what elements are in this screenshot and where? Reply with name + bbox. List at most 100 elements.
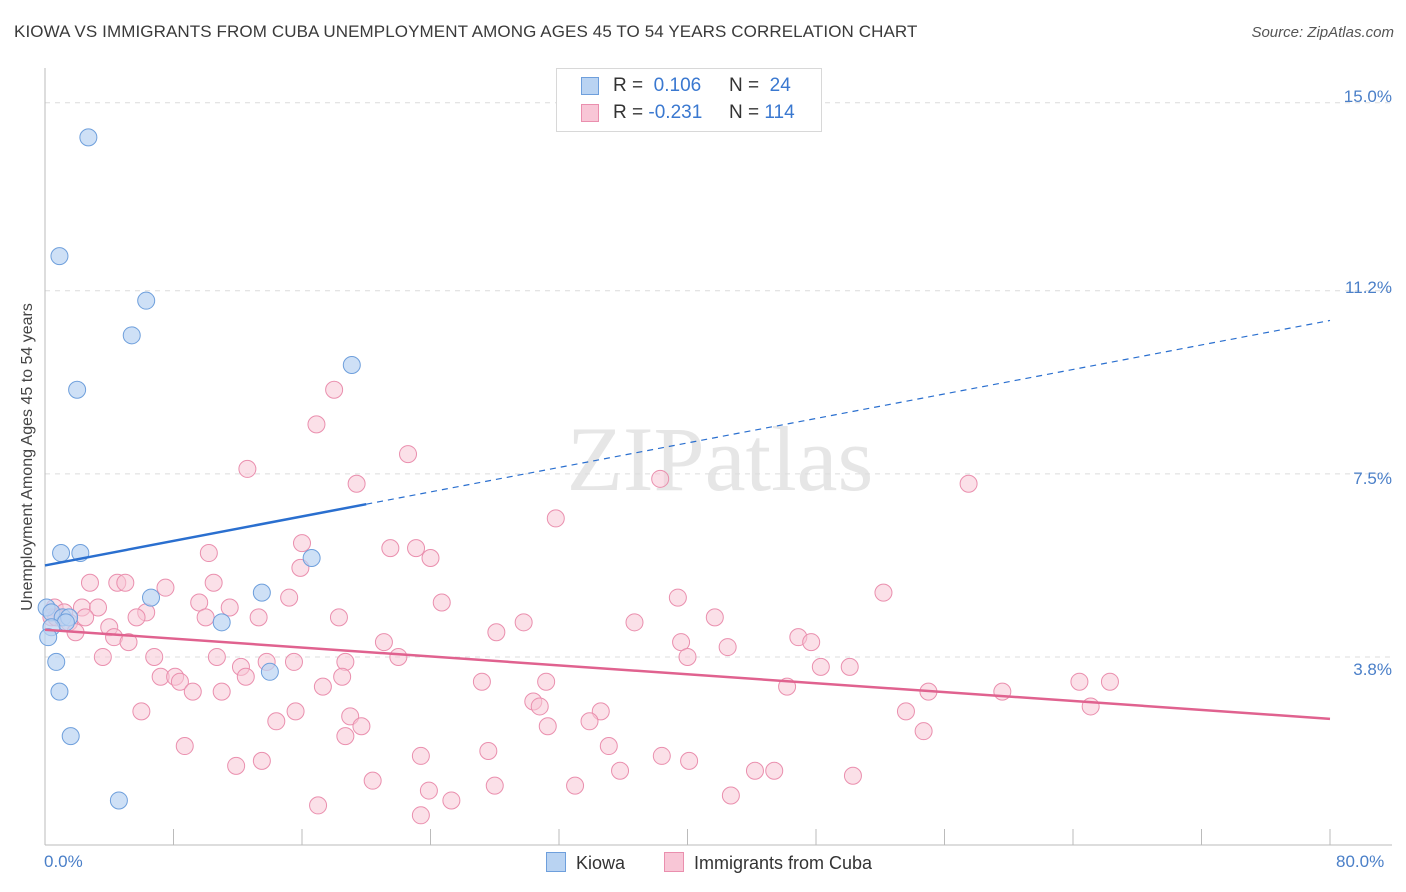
cuba-point-39 (705, 608, 724, 627)
cuba-point-61 (840, 657, 859, 676)
cuba-point-107 (721, 786, 740, 805)
cuba-point-99 (611, 761, 630, 780)
cuba-point-10 (407, 539, 426, 558)
cuba-point-38 (625, 613, 644, 632)
kiowa-point-9 (252, 583, 271, 602)
cuba-point-21 (190, 593, 209, 612)
cuba-point-19 (874, 583, 893, 602)
cuba-point-46 (119, 633, 138, 652)
kiowa-point-21 (50, 682, 69, 701)
cuba-point-47 (374, 633, 393, 652)
legend-row-cuba: R = -0.231 N = 114 (557, 100, 821, 126)
cuba-point-102 (843, 766, 862, 785)
cuba-point-68 (537, 672, 556, 691)
y-axis-label: Unemployment Among Ages 45 to 54 years (19, 303, 36, 611)
cuba-point-105 (566, 776, 585, 795)
cuba-point-36 (329, 608, 348, 627)
legend-n-cuba: N = 114 (729, 102, 795, 123)
cuba-point-80 (132, 702, 151, 721)
cuba-point-83 (896, 702, 915, 721)
legend-swatch-kiowa (581, 77, 599, 95)
cuba-point-106 (419, 781, 438, 800)
cuba-point-1 (307, 415, 326, 434)
cuba-point-34 (196, 608, 215, 627)
cuba-point-51 (678, 647, 697, 666)
bottom-legend-kiowa: Kiowa (546, 852, 625, 874)
cuba-point-49 (718, 638, 737, 657)
cuba-point-87 (352, 717, 371, 736)
cuba-point-78 (530, 697, 549, 716)
cuba-point-48 (672, 633, 691, 652)
cuba-point-74 (212, 682, 231, 701)
cuba-point-7 (546, 509, 565, 528)
cuba-point-55 (389, 647, 408, 666)
cuba-point-67 (472, 672, 491, 691)
watermark: ZIPatlas (567, 408, 874, 510)
legend-swatch-cuba (581, 104, 599, 122)
cuba-point-81 (286, 702, 305, 721)
cuba-point-20 (280, 588, 299, 607)
cuba-point-71 (313, 677, 332, 696)
cuba-point-88 (538, 717, 557, 736)
bottom-legend-label-cuba: Immigrants from Cuba (694, 853, 873, 873)
cuba-point-66 (333, 667, 352, 686)
cuba-point-100 (745, 761, 764, 780)
cuba-point-89 (914, 722, 933, 741)
cuba-point-69 (1070, 672, 1089, 691)
cuba-point-62 (236, 667, 255, 686)
cuba-point-37 (514, 613, 533, 632)
cuba-point-14 (80, 573, 99, 592)
legend-n-kiowa: N = 24 (729, 75, 791, 96)
cuba-point-43 (487, 623, 506, 642)
cuba-point-54 (207, 647, 226, 666)
cuba-point-16 (116, 573, 135, 592)
kiowa-point-22 (61, 727, 80, 746)
kiowa-point-19 (47, 652, 66, 671)
cuba-point-35 (249, 608, 268, 627)
kiowa-point-4 (68, 380, 87, 399)
cuba-point-104 (485, 776, 504, 795)
chart-title: KIOWA VS IMMIGRANTS FROM CUBA UNEMPLOYME… (14, 22, 918, 41)
cuba-point-6 (959, 474, 978, 493)
cuba-point-95 (652, 746, 671, 765)
cuba-point-94 (411, 746, 430, 765)
cuba-point-103 (363, 771, 382, 790)
kiowa-trend-extension (366, 319, 1331, 505)
legend-r-kiowa: R = 0.106 (613, 75, 702, 96)
legend-row-kiowa: R = 0.106 N = 24 (557, 73, 821, 99)
cuba-point-0 (325, 380, 344, 399)
bottom-legend: Kiowa Immigrants from Cuba (0, 852, 1406, 878)
kiowa-point-6 (52, 544, 71, 563)
cuba-point-57 (284, 652, 303, 671)
cuba-point-85 (267, 712, 286, 731)
cuba-point-50 (802, 633, 821, 652)
cuba-point-4 (347, 474, 366, 493)
cuba-point-73 (183, 682, 202, 701)
source-label: Source: ZipAtlas.com (1251, 24, 1394, 41)
cuba-point-23 (668, 588, 687, 607)
y-tick-7-5: 7.5% (1353, 469, 1392, 488)
cuba-point-52 (93, 647, 112, 666)
cuba-point-5 (651, 469, 670, 488)
cuba-point-110 (411, 806, 430, 825)
kiowa-trend-line (44, 502, 367, 567)
bottom-legend-cuba: Immigrants from Cuba (664, 852, 872, 874)
cuba-point-11 (199, 544, 218, 563)
kiowa-point-2 (137, 291, 156, 310)
kiowa-point-1 (50, 247, 69, 266)
cuba-point-53 (145, 647, 164, 666)
kiowa-point-16 (212, 613, 231, 632)
cuba-point-109 (309, 796, 328, 815)
cuba-point-17 (204, 573, 223, 592)
cuba-point-8 (293, 534, 311, 553)
cuba-point-90 (336, 727, 355, 746)
legend-n-value-cuba: 114 (764, 102, 795, 123)
cuba-point-96 (252, 751, 271, 770)
cuba-point-93 (479, 741, 498, 760)
cuba-point-98 (227, 756, 246, 775)
kiowa-point-18 (39, 628, 58, 647)
cuba-point-59 (811, 657, 830, 676)
bottom-legend-swatch-cuba (664, 852, 684, 872)
cuba-point-33 (127, 608, 146, 627)
